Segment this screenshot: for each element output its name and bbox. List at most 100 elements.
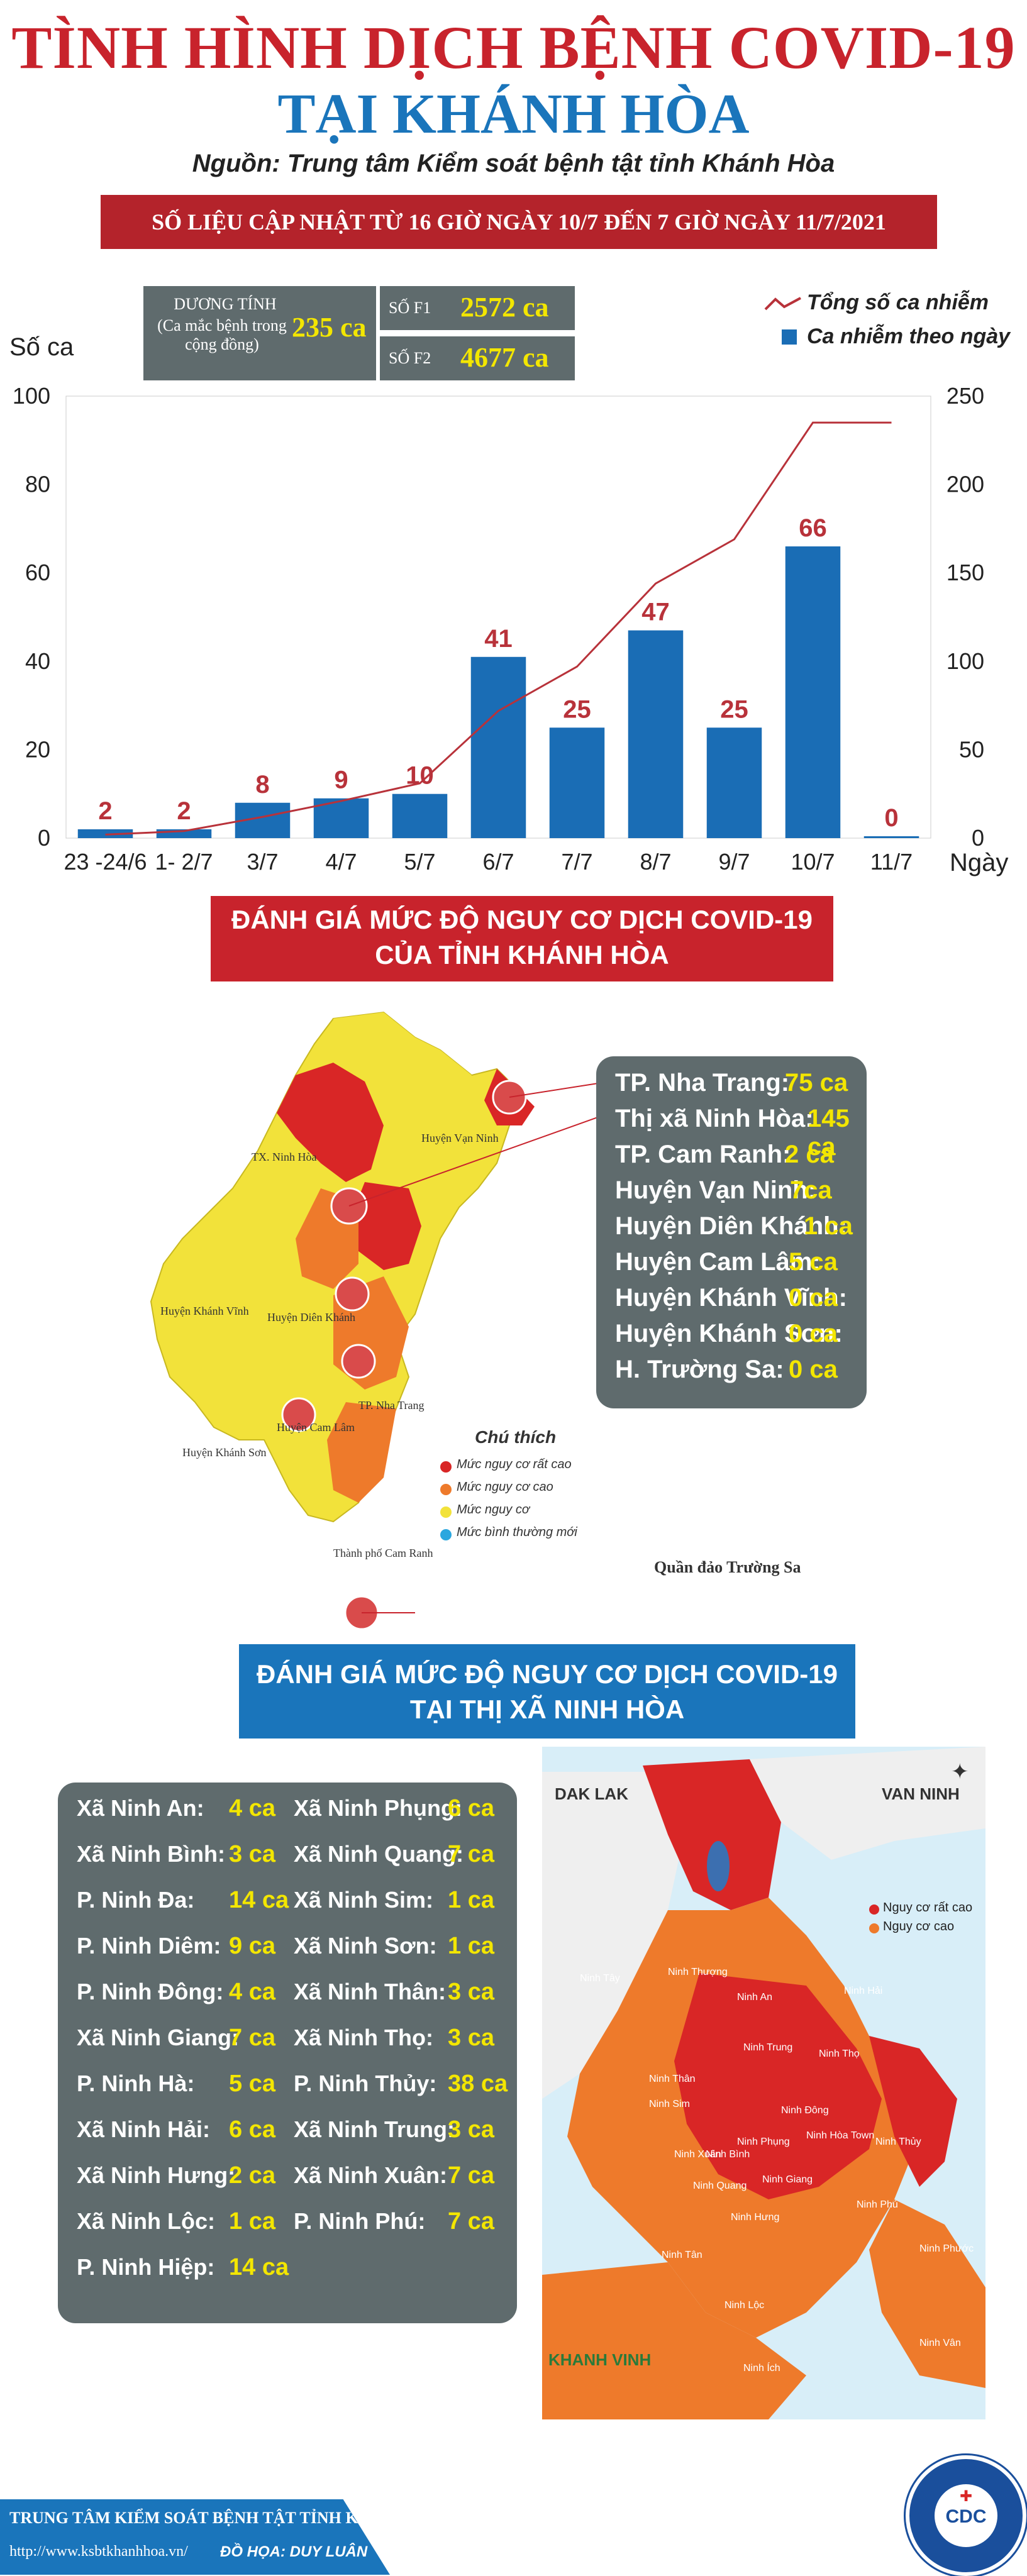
bar-legend-icon bbox=[782, 329, 797, 345]
ward-cases: 6 ca bbox=[229, 2116, 275, 2143]
ward-name: Xã Ninh Phụng: bbox=[294, 1795, 462, 1821]
district-cases: 7ca bbox=[790, 1176, 832, 1204]
truong-sa-label: Quần đảo Trường Sa bbox=[654, 1558, 801, 1576]
district-name: Huyện Khánh Vĩnh: bbox=[615, 1284, 847, 1312]
ward-cases: 7 ca bbox=[448, 1841, 494, 1867]
x-tick-label: 6/7 bbox=[482, 849, 514, 875]
y-tick-left: 100 bbox=[13, 383, 50, 409]
y-tick-right: 250 bbox=[947, 383, 984, 409]
map2-legend-very-high: Nguy cơ rất cao bbox=[883, 1901, 973, 1915]
eastern-red-area bbox=[869, 2036, 957, 2187]
district-cases: 145 ca bbox=[808, 1105, 850, 1161]
ward-cases-panel bbox=[58, 1783, 517, 2323]
ward-name: Xã Ninh Lộc: bbox=[77, 2208, 216, 2234]
ninh-hoa-map-label: Ninh Hải bbox=[844, 1986, 883, 1996]
ward-cases: 3 ca bbox=[448, 2025, 494, 2051]
virus-icon-5 bbox=[281, 1397, 316, 1432]
ward-cases: 1 ca bbox=[448, 1887, 494, 1913]
south-east-orange bbox=[869, 2199, 985, 2388]
ward-cases: 6 ca bbox=[448, 1795, 494, 1821]
y-tick-left: 80 bbox=[25, 472, 50, 497]
bar-data-label: 66 bbox=[799, 514, 827, 542]
f2-label: SỐ F2 bbox=[389, 349, 431, 367]
ward-name: Xã Ninh Giang: bbox=[77, 2025, 240, 2050]
map-label-nha-trang: TP. Nha Trang bbox=[358, 1399, 425, 1412]
ninh-hoa-map-label: Ninh Hưng bbox=[731, 2212, 780, 2223]
ward-name: Xã Ninh Thọ: bbox=[294, 2025, 433, 2050]
ward-cases: 4 ca bbox=[229, 1979, 275, 2005]
main-title: TÌNH HÌNH DỊCH BỆNH COVID-19 bbox=[11, 14, 1016, 81]
y-tick-right: 50 bbox=[959, 736, 984, 762]
ninh-hoa-map-label: Ninh Phú bbox=[857, 2199, 898, 2210]
map-legend-swatch bbox=[440, 1484, 452, 1495]
ward-name: P. Ninh Đông: bbox=[77, 1979, 224, 2004]
footer-website[interactable]: http://www.ksbtkhanhhoa.vn/ bbox=[9, 2543, 188, 2560]
ninh-hoa-map-label: Ninh Phước bbox=[919, 2243, 974, 2254]
main-subtitle: TẠI KHÁNH HÒA bbox=[277, 83, 750, 145]
ward-cases: 5 ca bbox=[229, 2070, 275, 2097]
district-cases: 2 ca bbox=[785, 1141, 834, 1168]
ninh-hoa-map-shapes bbox=[542, 1747, 985, 2419]
khanh-hoa-map bbox=[150, 1011, 611, 1630]
ward-cases: 14 ca bbox=[229, 1887, 289, 1913]
map-legend-swatch bbox=[440, 1529, 452, 1540]
ward-cases: 7 ca bbox=[448, 2208, 494, 2235]
section2-title-line2: TẠI THỊ XÃ NINH HÒA bbox=[409, 1694, 685, 1724]
ward-cases: 14 ca bbox=[229, 2254, 289, 2280]
ward-name: P. Ninh Phú: bbox=[294, 2208, 426, 2234]
district-name: Huyện Cam Lâm: bbox=[615, 1248, 821, 1276]
map2-legend-dot-very-high bbox=[869, 1904, 879, 1915]
district-cases-panel bbox=[596, 1056, 867, 1408]
district-name: TP. Nha Trang: bbox=[615, 1069, 790, 1097]
x-tick-label: 11/7 bbox=[870, 849, 913, 875]
daily-cases-bar bbox=[785, 546, 841, 838]
bar-data-label: 2 bbox=[177, 797, 191, 825]
ward-name: Xã Ninh Trung: bbox=[294, 2116, 455, 2142]
district-name: H. Trường Sa: bbox=[615, 1356, 784, 1383]
cdc-logo-inner bbox=[935, 2484, 997, 2547]
x-tick-label: 7/7 bbox=[561, 849, 592, 875]
district-name: Huyện Khánh Sơn: bbox=[615, 1320, 843, 1347]
bar-data-label: 8 bbox=[255, 771, 269, 799]
ward-name: Xã Ninh Quang: bbox=[294, 1841, 464, 1867]
map-label-dien-khanh: Huyện Diên Khánh bbox=[267, 1311, 355, 1324]
y-tick-left: 0 bbox=[38, 825, 50, 851]
map-label-cam-ranh: Thành phố Cam Ranh bbox=[333, 1547, 433, 1559]
bar-data-label: 25 bbox=[720, 695, 748, 723]
x-tick-label: 3/7 bbox=[247, 849, 278, 875]
district-name: TP. Cam Ranh: bbox=[615, 1141, 791, 1168]
district-row: TP. Cam Ranh: 2 ca bbox=[596, 1141, 867, 1176]
ward-list: Xã Ninh An: 4 ca Xã Ninh Bình: 3 ca P. Ninh … bbox=[58, 1795, 517, 2311]
ninh-hoa-map-label: Ninh Trung bbox=[743, 2042, 793, 2053]
ward-name: Xã Ninh Xuân: bbox=[294, 2162, 448, 2188]
footer-bar bbox=[0, 2499, 390, 2575]
map-legend-label: Mức nguy cơ cao bbox=[457, 1480, 553, 1494]
north-arrow-icon: ✦ bbox=[951, 1760, 969, 1784]
ninh-hoa-map-label: Ninh Thân bbox=[649, 2074, 696, 2084]
map-legend-label: Mức nguy cơ rất cao bbox=[457, 1457, 572, 1471]
district-row: Thị xã Ninh Hòa: 145 ca bbox=[596, 1105, 867, 1161]
ward-name: P. Ninh Hà: bbox=[77, 2070, 195, 2096]
ninh-hoa-map-label: DAK LAK bbox=[555, 1784, 628, 1803]
positive-label: DƯƠNG TÍNH bbox=[174, 295, 277, 313]
ninh-hoa-map-label: Ninh Đông bbox=[781, 2105, 829, 2116]
district-row: Huyện Cam Lâm: 5 ca bbox=[596, 1248, 867, 1283]
daily-cases-bar bbox=[392, 793, 448, 838]
daily-cases-bar bbox=[628, 630, 684, 838]
y-tick-left: 40 bbox=[25, 648, 50, 674]
ward-name: Xã Ninh An: bbox=[77, 1795, 204, 1821]
ninh-hoa-map-label: Ninh Quang bbox=[693, 2181, 747, 2191]
y-axis-title: Số ca bbox=[9, 333, 74, 361]
map2-legend-dot-high bbox=[869, 1923, 879, 1933]
ward-name: P. Ninh Hiệp: bbox=[77, 2254, 215, 2280]
nha-trang-region bbox=[352, 1182, 421, 1270]
van-ninh-area bbox=[750, 1747, 985, 1860]
section2-title-line1: ĐÁNH GIÁ MỨC ĐỘ NGUY CƠ DỊCH COVID-19 bbox=[257, 1659, 838, 1689]
ninh-hoa-map-label: Ninh Thủy bbox=[875, 2137, 921, 2147]
ninh-hoa-map-label: Ninh Tây bbox=[580, 1973, 620, 1984]
positive-sublabel: (Ca mắc bệnh trong cộng đồng) bbox=[157, 316, 287, 353]
ward-cases: 7 ca bbox=[229, 2025, 275, 2051]
y-tick-right: 150 bbox=[947, 560, 984, 585]
district-name: Thị xã Ninh Hòa: bbox=[615, 1105, 814, 1132]
